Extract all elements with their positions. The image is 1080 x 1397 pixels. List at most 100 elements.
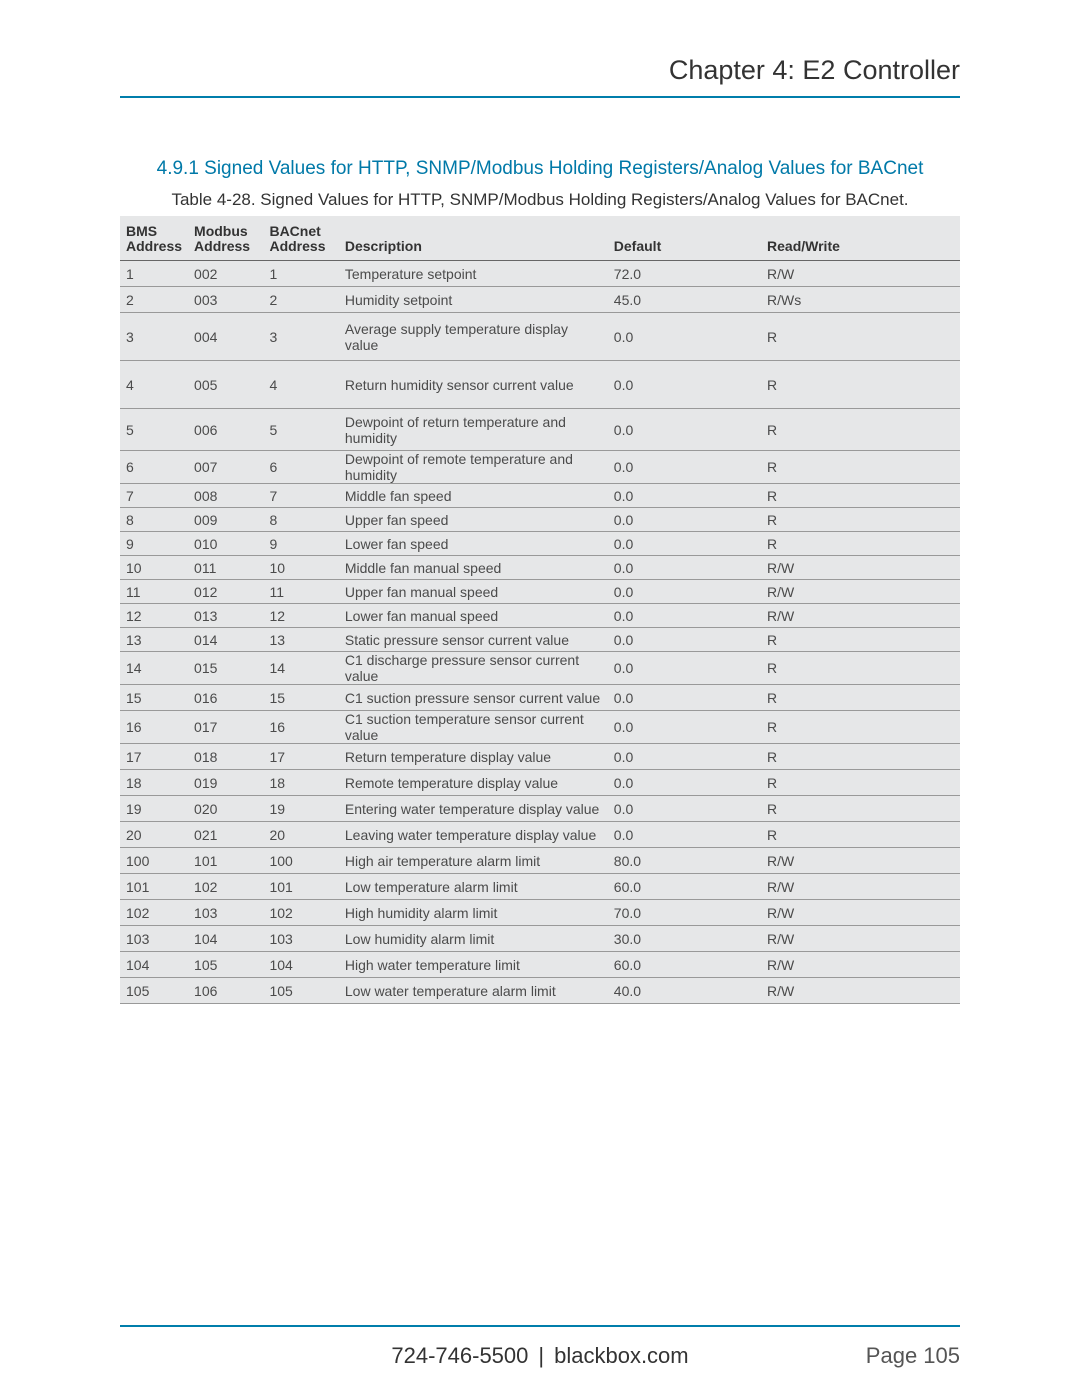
table-cell: R/W xyxy=(761,261,960,287)
chapter-title: Chapter 4: E2 Controller xyxy=(120,55,960,90)
table-row: 2002120Leaving water temperature display… xyxy=(120,822,960,848)
table-cell: R/W xyxy=(761,900,960,926)
table-cell: R/Ws xyxy=(761,287,960,313)
table-cell: 16 xyxy=(120,711,188,744)
table-cell: R/W xyxy=(761,556,960,580)
table-cell: 6 xyxy=(263,451,338,484)
table-row: 90109Lower fan speed0.0R xyxy=(120,532,960,556)
table-cell: Leaving water temperature display value xyxy=(339,822,608,848)
table-cell: R xyxy=(761,770,960,796)
table-row: 103104103Low humidity alarm limit30.0R/W xyxy=(120,926,960,952)
table-row: 1001110Middle fan manual speed0.0R/W xyxy=(120,556,960,580)
table-header-cell: Default xyxy=(608,216,761,261)
table-row: 30043Average supply temperature display … xyxy=(120,313,960,361)
table-cell: 011 xyxy=(188,556,263,580)
table-cell: R/W xyxy=(761,926,960,952)
table-cell: Remote temperature display value xyxy=(339,770,608,796)
table-cell: 100 xyxy=(263,848,338,874)
table-cell: R xyxy=(761,652,960,685)
table-cell: 20 xyxy=(120,822,188,848)
table-cell: Middle fan speed xyxy=(339,484,608,508)
table-cell: Dewpoint of return temperature and humid… xyxy=(339,409,608,451)
table-cell: R xyxy=(761,484,960,508)
table-cell: 3 xyxy=(120,313,188,361)
table-cell: 4 xyxy=(120,361,188,409)
table-cell: 0.0 xyxy=(608,685,761,711)
table-cell: 0.0 xyxy=(608,451,761,484)
table-header-cell: BMSAddress xyxy=(120,216,188,261)
table-cell: 104 xyxy=(188,926,263,952)
table-cell: Upper fan manual speed xyxy=(339,580,608,604)
table-cell: 14 xyxy=(120,652,188,685)
table-row: 1301413Static pressure sensor current va… xyxy=(120,628,960,652)
register-table: BMSAddressModbusAddressBACnetAddressDesc… xyxy=(120,216,960,1004)
table-cell: 0.0 xyxy=(608,508,761,532)
table-cell: 1 xyxy=(120,261,188,287)
table-row: 1801918Remote temperature display value0… xyxy=(120,770,960,796)
table-cell: 103 xyxy=(188,900,263,926)
table-cell: 102 xyxy=(263,900,338,926)
table-cell: 103 xyxy=(120,926,188,952)
table-row: 50065Dewpoint of return temperature and … xyxy=(120,409,960,451)
table-cell: High water temperature limit xyxy=(339,952,608,978)
table-row: 1101211Upper fan manual speed0.0R/W xyxy=(120,580,960,604)
table-row: 60076Dewpoint of remote temperature and … xyxy=(120,451,960,484)
table-cell: 8 xyxy=(263,508,338,532)
table-cell: R/W xyxy=(761,604,960,628)
table-cell: 101 xyxy=(263,874,338,900)
table-cell: 2 xyxy=(120,287,188,313)
footer-rule xyxy=(120,1325,960,1327)
table-cell: R/W xyxy=(761,874,960,900)
table-cell: 11 xyxy=(263,580,338,604)
table-cell: Middle fan manual speed xyxy=(339,556,608,580)
table-cell: 0.0 xyxy=(608,409,761,451)
table-cell: 15 xyxy=(263,685,338,711)
table-cell: C1 discharge pressure sensor current val… xyxy=(339,652,608,685)
table-cell: 103 xyxy=(263,926,338,952)
table-cell: 30.0 xyxy=(608,926,761,952)
table-cell: 013 xyxy=(188,604,263,628)
table-cell: 80.0 xyxy=(608,848,761,874)
footer-separator: | xyxy=(538,1343,544,1369)
table-cell: 45.0 xyxy=(608,287,761,313)
table-row: 70087Middle fan speed0.0R xyxy=(120,484,960,508)
table-cell: 72.0 xyxy=(608,261,761,287)
table-header-cell: ModbusAddress xyxy=(188,216,263,261)
table-row: 40054Return humidity sensor current valu… xyxy=(120,361,960,409)
table-header-cell: BACnetAddress xyxy=(263,216,338,261)
table-cell: 19 xyxy=(263,796,338,822)
table-cell: 105 xyxy=(120,978,188,1004)
table-cell: 020 xyxy=(188,796,263,822)
table-cell: R/W xyxy=(761,952,960,978)
table-cell: 0.0 xyxy=(608,744,761,770)
table-cell: 12 xyxy=(120,604,188,628)
table-cell: 16 xyxy=(263,711,338,744)
table-cell: 13 xyxy=(263,628,338,652)
table-cell: 0.0 xyxy=(608,711,761,744)
table-cell: 10 xyxy=(263,556,338,580)
table-cell: 018 xyxy=(188,744,263,770)
table-cell: R xyxy=(761,532,960,556)
table-cell: 2 xyxy=(263,287,338,313)
table-cell: Average supply temperature display value xyxy=(339,313,608,361)
table-cell: Static pressure sensor current value xyxy=(339,628,608,652)
table-cell: 0.0 xyxy=(608,313,761,361)
table-cell: High humidity alarm limit xyxy=(339,900,608,926)
table-cell: 014 xyxy=(188,628,263,652)
table-cell: 016 xyxy=(188,685,263,711)
table-cell: R xyxy=(761,796,960,822)
table-cell: 6 xyxy=(120,451,188,484)
table-cell: 017 xyxy=(188,711,263,744)
table-cell: R xyxy=(761,361,960,409)
table-cell: 0.0 xyxy=(608,770,761,796)
table-cell: R xyxy=(761,508,960,532)
table-row: 80098Upper fan speed0.0R xyxy=(120,508,960,532)
table-cell: 102 xyxy=(120,900,188,926)
table-row: 10021Temperature setpoint72.0R/W xyxy=(120,261,960,287)
table-cell: 40.0 xyxy=(608,978,761,1004)
table-cell: 70.0 xyxy=(608,900,761,926)
table-cell: 104 xyxy=(120,952,188,978)
table-cell: 1 xyxy=(263,261,338,287)
table-cell: 0.0 xyxy=(608,822,761,848)
table-row: 104105104High water temperature limit60.… xyxy=(120,952,960,978)
